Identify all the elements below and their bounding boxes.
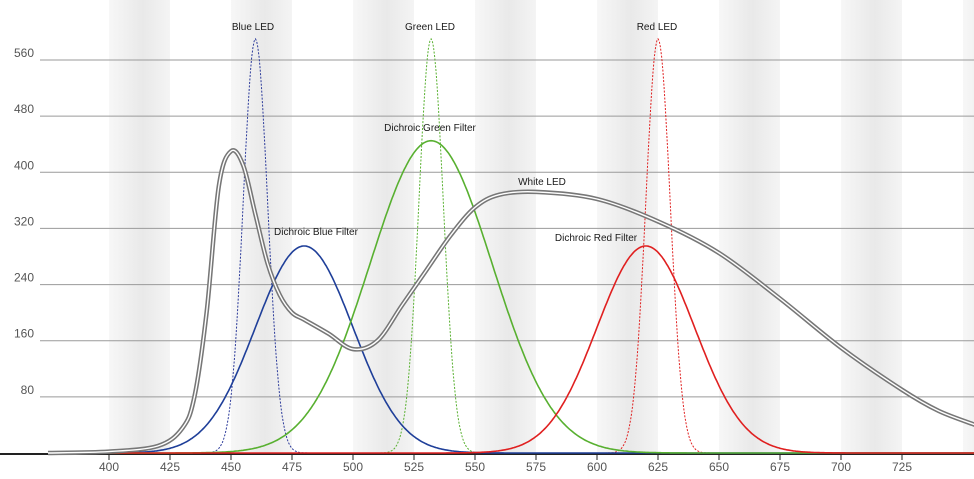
x-tick-label: 650 (709, 460, 729, 474)
x-axis: 400 425 450 475 500 525 550 575 600 625 650 675 700 7… (0, 453, 974, 474)
background-band (353, 0, 414, 453)
x-tick-label: 525 (404, 460, 424, 474)
y-tick-label: 320 (14, 214, 34, 228)
series-curves (47, 37, 974, 456)
x-tick-label: 725 (892, 460, 912, 474)
background-band (597, 0, 658, 453)
background-band (231, 0, 292, 453)
white-led-label: White LED (518, 177, 566, 188)
blue-led-label: Blue LED (232, 22, 274, 33)
y-tick-label: 160 (14, 327, 34, 341)
x-tick-label: 675 (770, 460, 790, 474)
y-axis-tick-labels: 80 160 240 320 400 480 560 (14, 46, 34, 397)
red-led-label: Red LED (637, 22, 678, 33)
background-bands (109, 0, 974, 453)
x-tick-label: 500 (343, 460, 363, 474)
green-led-label: Green LED (405, 22, 455, 33)
x-tick-label: 475 (282, 460, 302, 474)
y-tick-label: 560 (14, 46, 34, 60)
background-band (475, 0, 536, 453)
x-tick-label: 550 (465, 460, 485, 474)
background-band (109, 0, 170, 453)
x-tick-label: 400 (99, 460, 119, 474)
x-tick-label: 575 (526, 460, 546, 474)
series-labels: Blue LED Green LED Red LED Dichroic Blue Fi… (232, 22, 677, 244)
y-tick-label: 480 (14, 102, 34, 116)
dichroic-red-filter-label: Dichroic Red Filter (555, 233, 638, 244)
x-tick-label: 700 (831, 460, 851, 474)
y-tick-label: 400 (14, 158, 34, 172)
y-tick-label: 240 (14, 271, 34, 285)
white-led-curve-inner (47, 149, 974, 454)
x-tick-label: 425 (160, 460, 180, 474)
dichroic-red-filter-curve (48, 245, 974, 454)
dichroic-green-filter-label: Dichroic Green Filter (384, 123, 476, 134)
x-tick-label: 450 (221, 460, 241, 474)
background-band (841, 0, 902, 453)
background-band (719, 0, 780, 453)
dichroic-blue-filter-label: Dichroic Blue Filter (274, 227, 359, 238)
y-tick-label: 80 (21, 383, 35, 397)
background-band (963, 0, 974, 453)
x-tick-label: 600 (587, 460, 607, 474)
x-tick-label: 625 (648, 460, 668, 474)
